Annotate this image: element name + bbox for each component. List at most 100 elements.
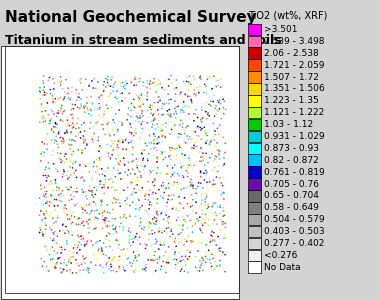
Point [185, 124, 191, 129]
Point [212, 154, 218, 158]
Point [184, 124, 190, 129]
Point [49, 227, 55, 232]
Point [128, 200, 134, 205]
Point [143, 242, 149, 247]
Point [118, 84, 124, 88]
Point [110, 148, 116, 152]
Point [84, 106, 90, 110]
Point [220, 208, 226, 213]
Point [108, 91, 114, 96]
Point [185, 220, 192, 224]
Point [160, 259, 166, 264]
Point [210, 182, 216, 187]
Point [88, 239, 94, 244]
Point [155, 213, 161, 218]
Point [120, 138, 126, 142]
Point [66, 175, 72, 180]
Point [182, 254, 188, 259]
Point [180, 79, 187, 84]
Point [66, 137, 73, 142]
Text: 0.65 - 0.704: 0.65 - 0.704 [264, 191, 319, 200]
Point [59, 141, 65, 146]
Point [61, 169, 67, 174]
Point [150, 179, 157, 184]
Point [154, 148, 160, 153]
Point [154, 136, 160, 141]
Point [114, 230, 120, 235]
Point [213, 79, 219, 83]
Text: 0.873 - 0.93: 0.873 - 0.93 [264, 144, 319, 153]
Point [220, 250, 226, 254]
Point [172, 236, 178, 241]
Point [107, 244, 113, 249]
Point [152, 134, 158, 139]
Point [110, 207, 116, 212]
Point [84, 142, 90, 146]
Point [60, 119, 66, 124]
Point [217, 227, 223, 232]
Point [209, 135, 215, 140]
Point [199, 212, 205, 217]
Point [40, 232, 46, 237]
Point [160, 217, 166, 222]
Point [164, 109, 170, 113]
Point [212, 157, 218, 161]
Point [146, 212, 152, 217]
Point [135, 95, 141, 100]
Point [84, 105, 90, 110]
Point [143, 192, 149, 197]
Point [173, 108, 179, 112]
Point [185, 233, 192, 238]
Point [220, 252, 226, 257]
Point [139, 203, 145, 208]
Point [145, 81, 151, 86]
Point [203, 171, 209, 176]
Point [201, 130, 207, 134]
Point [200, 116, 206, 120]
Point [71, 171, 77, 176]
Point [220, 190, 226, 195]
Point [128, 160, 134, 165]
Point [80, 207, 86, 212]
Point [58, 199, 64, 204]
Point [205, 202, 211, 207]
Point [68, 130, 74, 134]
Point [76, 216, 82, 220]
Point [133, 190, 139, 195]
Point [43, 244, 49, 249]
Point [163, 213, 169, 218]
Point [175, 104, 181, 109]
Point [65, 187, 71, 192]
Point [109, 75, 115, 80]
Point [197, 125, 203, 130]
Point [156, 257, 162, 262]
Point [172, 163, 178, 167]
Point [61, 96, 67, 101]
Point [117, 204, 124, 209]
Point [202, 200, 208, 204]
Point [218, 192, 224, 197]
Point [215, 109, 222, 114]
Point [78, 97, 84, 101]
Point [220, 190, 226, 195]
Point [88, 209, 94, 214]
Point [98, 184, 104, 189]
Point [145, 179, 151, 184]
Point [67, 97, 73, 102]
Point [181, 196, 187, 200]
Point [55, 131, 62, 136]
Point [152, 116, 158, 121]
Point [201, 178, 207, 182]
Point [48, 141, 54, 146]
Point [165, 219, 171, 224]
Point [110, 180, 116, 184]
Point [63, 263, 70, 268]
Point [183, 258, 189, 263]
Point [105, 74, 111, 79]
Point [190, 209, 196, 214]
Point [60, 86, 66, 91]
Point [196, 181, 202, 185]
Point [138, 163, 144, 168]
Point [41, 212, 47, 216]
Point [57, 118, 63, 123]
